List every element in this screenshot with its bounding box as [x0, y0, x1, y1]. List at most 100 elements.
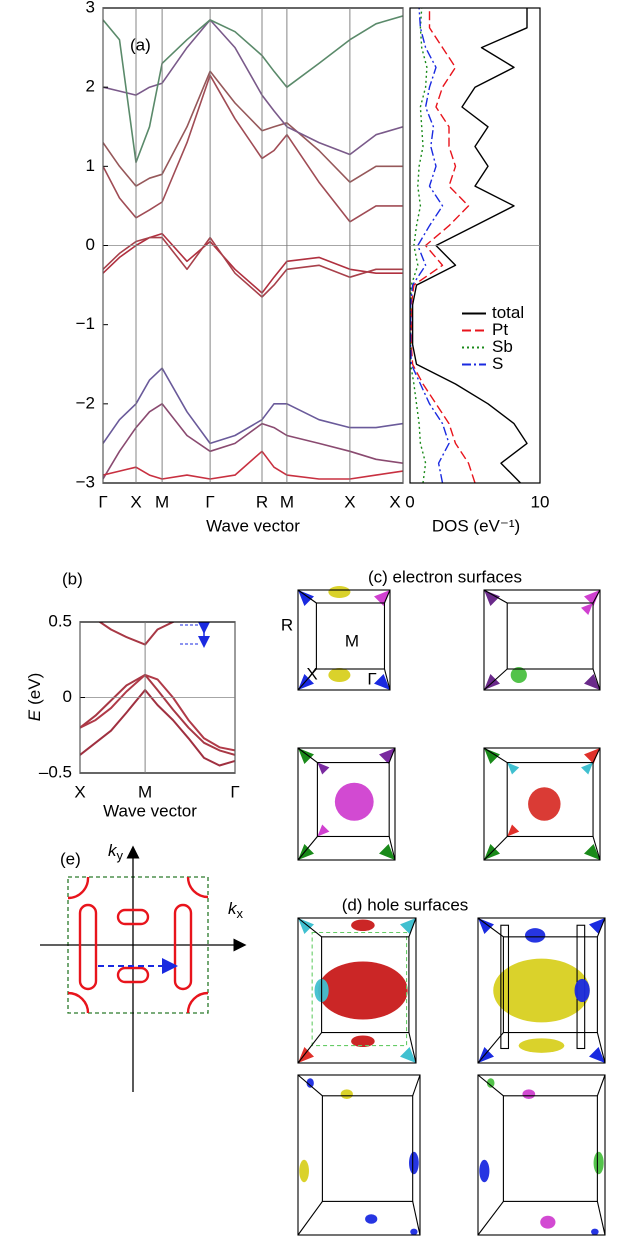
- pocket: [340, 1089, 353, 1099]
- k-symbol: k: [228, 899, 238, 918]
- cube-edge: [483, 668, 508, 691]
- x-tick-label: X: [389, 492, 400, 511]
- pocket: [589, 918, 605, 934]
- cube-edge: [596, 917, 606, 938]
- cube-edge: [321, 1095, 414, 1202]
- cube-edge: [297, 668, 317, 691]
- pocket: [351, 919, 375, 932]
- cube-edge: [592, 668, 601, 691]
- pocket: [584, 674, 600, 690]
- fermi-cube: [297, 586, 391, 691]
- pocket: [593, 1151, 604, 1175]
- pocket: [574, 978, 590, 1003]
- cube-edge: [412, 1074, 421, 1096]
- cube-edge: [502, 936, 598, 1034]
- panel-title: (d) hole surfaces: [342, 895, 469, 914]
- pocket: [510, 667, 527, 683]
- pocket: [306, 1078, 314, 1088]
- cube-edge: [483, 836, 508, 861]
- cube-edge: [483, 747, 601, 861]
- fermi-surfaces: [297, 586, 606, 1236]
- fermi-cube: [483, 747, 601, 861]
- band-line: [80, 689, 235, 767]
- band-line: [103, 70, 403, 187]
- cube-edge: [483, 589, 508, 604]
- band-line: [103, 403, 403, 480]
- cube-edge: [502, 1095, 598, 1202]
- pocket: [584, 844, 600, 860]
- band-line: [103, 236, 403, 298]
- cube-edge: [388, 836, 396, 861]
- pocket: [409, 1151, 419, 1175]
- x-tick-label: X: [74, 782, 85, 801]
- point-label: R: [281, 615, 293, 634]
- cube-edge: [297, 1074, 421, 1236]
- pocket: [298, 590, 314, 606]
- x-tick-label: M: [138, 782, 152, 801]
- y-tick-label: −1: [76, 314, 95, 333]
- pocket: [379, 748, 395, 764]
- pocket: [507, 824, 520, 837]
- cube-edge: [297, 747, 396, 861]
- cube-edge: [477, 1074, 606, 1236]
- cube-edge: [477, 1074, 504, 1097]
- pocket: [374, 590, 390, 606]
- x-tick-label: Γ: [230, 782, 239, 801]
- y-tick-label: 1: [86, 156, 95, 175]
- pocket: [522, 1089, 536, 1099]
- x-axis-title: DOS (eV⁻¹): [432, 516, 520, 535]
- k-subscript: y: [117, 848, 124, 863]
- x-tick-label: M: [280, 492, 294, 511]
- panel-label: (a): [130, 35, 151, 54]
- pocket: [484, 748, 500, 764]
- cube-edge: [321, 936, 410, 1034]
- panel-label: (b): [62, 569, 83, 588]
- x-axis-title: Wave vector: [206, 516, 300, 535]
- band-line: [103, 19, 403, 156]
- band-line: [103, 450, 403, 480]
- pocket: [379, 844, 395, 860]
- cube-edge: [477, 1201, 504, 1236]
- pocket: [591, 1228, 599, 1236]
- legend-label: S: [492, 354, 503, 373]
- pocket: [334, 782, 374, 821]
- pocket: [318, 961, 408, 1020]
- pocket: [298, 1047, 314, 1063]
- point-label: Γ: [367, 669, 376, 688]
- pocket: [298, 918, 314, 934]
- pocket: [486, 1078, 495, 1088]
- x-tick-label: R: [256, 492, 268, 511]
- cube-edge: [408, 917, 417, 938]
- pocket: [584, 590, 600, 606]
- band-line: [103, 15, 403, 164]
- cube-edge: [412, 1201, 421, 1236]
- cube-edge: [315, 602, 386, 670]
- dos-line: [410, 8, 450, 483]
- diagram-e: (e) ky kx: [40, 841, 247, 1092]
- legend-label: Pt: [492, 320, 508, 339]
- legend-label: total: [492, 303, 524, 322]
- x-tick-label: 0: [405, 492, 414, 511]
- pocket: [328, 586, 351, 598]
- cube-edge: [506, 762, 594, 838]
- pocket: [589, 1047, 605, 1063]
- pocket: [410, 1228, 418, 1236]
- cube-edge: [477, 917, 504, 938]
- pocket: [298, 748, 314, 764]
- cube-edge: [297, 836, 318, 861]
- pocket: [478, 918, 494, 934]
- cube-edge: [297, 1032, 323, 1064]
- y-tick-label: −3: [76, 472, 95, 491]
- point-label: M: [345, 631, 359, 650]
- k-symbol: k: [108, 841, 118, 860]
- band-line: [103, 74, 403, 223]
- cube-edge: [297, 917, 322, 938]
- x-tick-label: 10: [531, 492, 550, 511]
- cube-edge: [483, 747, 508, 764]
- cube-edge: [592, 836, 601, 861]
- x-tick-label: Γ: [98, 492, 107, 511]
- gap-arrow: [180, 622, 210, 648]
- band-lines: [103, 15, 403, 480]
- cube-edge: [408, 1032, 417, 1064]
